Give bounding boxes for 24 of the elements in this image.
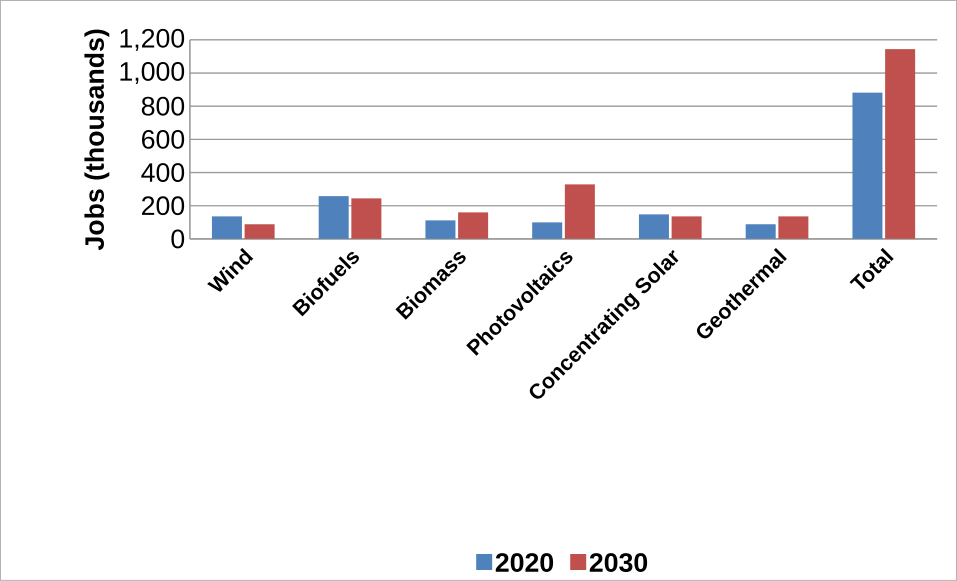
y-tick-label: 600 xyxy=(142,130,184,149)
bar xyxy=(244,224,275,239)
bar xyxy=(564,184,595,239)
bar xyxy=(425,220,456,239)
bar xyxy=(885,49,916,239)
y-tick-label: 400 xyxy=(141,163,184,182)
y-axis-title: Jobs (thousands) xyxy=(84,30,110,250)
bar xyxy=(672,216,702,239)
bar xyxy=(318,196,349,239)
legend-label: 2030 xyxy=(590,553,648,572)
y-tick-label: 0 xyxy=(171,230,184,248)
bar xyxy=(532,222,562,239)
y-tick-label: 1,000 xyxy=(120,62,184,84)
bar xyxy=(638,214,669,239)
bar xyxy=(212,216,242,239)
bar xyxy=(778,216,808,239)
y-tick-label: 800 xyxy=(142,96,184,116)
bar xyxy=(458,212,488,239)
bar xyxy=(746,224,776,239)
y-tick-label: 200 xyxy=(142,196,184,216)
bar xyxy=(852,92,882,239)
y-tick-label: 1,200 xyxy=(120,28,184,51)
bar xyxy=(351,198,382,239)
legend-label: 2020 xyxy=(496,553,554,572)
